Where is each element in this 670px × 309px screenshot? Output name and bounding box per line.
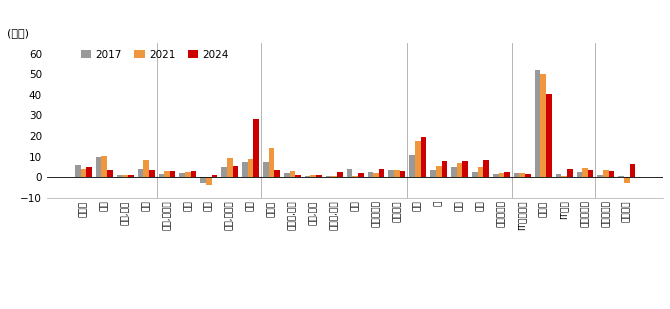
Bar [389,170,394,177]
Bar [519,173,525,177]
Bar [185,172,191,177]
Bar [598,175,603,177]
Bar [86,167,92,177]
Bar [358,173,364,177]
Bar [227,158,232,177]
Bar [337,172,342,177]
Bar [541,74,546,177]
Bar [253,120,259,177]
Bar [316,175,322,177]
Bar [206,177,212,185]
Bar [409,154,415,177]
Bar [346,169,352,177]
Bar [609,171,614,177]
Bar [332,176,337,177]
Bar [128,175,133,177]
Bar [514,173,519,177]
Bar [400,171,405,177]
Bar [305,176,310,177]
Bar [493,174,498,177]
Bar [164,171,170,177]
Bar [123,175,128,177]
Bar [577,172,582,177]
Bar [415,141,421,177]
Bar [436,166,442,177]
Bar [457,163,462,177]
Legend: 2017, 2021, 2024: 2017, 2021, 2024 [77,45,233,64]
Bar [379,169,385,177]
Bar [107,170,113,177]
Bar [505,172,510,177]
Bar [603,170,609,177]
Bar [618,176,624,177]
Bar [289,171,295,177]
Bar [462,161,468,177]
Bar [180,173,185,177]
Bar [326,176,332,177]
Bar [630,164,635,177]
Bar [101,155,107,177]
Bar [430,170,436,177]
Bar [242,162,248,177]
Bar [421,137,426,177]
Bar [588,170,594,177]
Bar [352,176,358,177]
Bar [80,169,86,177]
Bar [483,160,489,177]
Bar [170,171,176,177]
Bar [212,175,217,177]
Bar [478,167,483,177]
Bar [284,173,289,177]
Bar [137,169,143,177]
Bar [368,172,373,177]
Bar [624,177,630,183]
Bar [75,165,80,177]
Bar [546,94,551,177]
Bar [191,171,196,177]
Bar [274,170,280,177]
Bar [451,167,457,177]
Text: (조원): (조원) [7,28,29,38]
Bar [221,167,227,177]
Bar [498,173,505,177]
Bar [561,176,567,177]
Bar [149,170,155,177]
Bar [535,70,541,177]
Bar [567,169,573,177]
Bar [310,175,316,177]
Bar [394,170,400,177]
Bar [295,175,301,177]
Bar [582,168,588,177]
Bar [263,162,269,177]
Bar [525,174,531,177]
Bar [232,166,238,177]
Bar [472,172,478,177]
Bar [373,173,379,177]
Bar [248,159,253,177]
Bar [117,175,123,177]
Bar [442,161,447,177]
Bar [555,174,561,177]
Bar [269,148,274,177]
Bar [200,177,206,183]
Bar [159,174,164,177]
Bar [143,160,149,177]
Bar [96,157,101,177]
